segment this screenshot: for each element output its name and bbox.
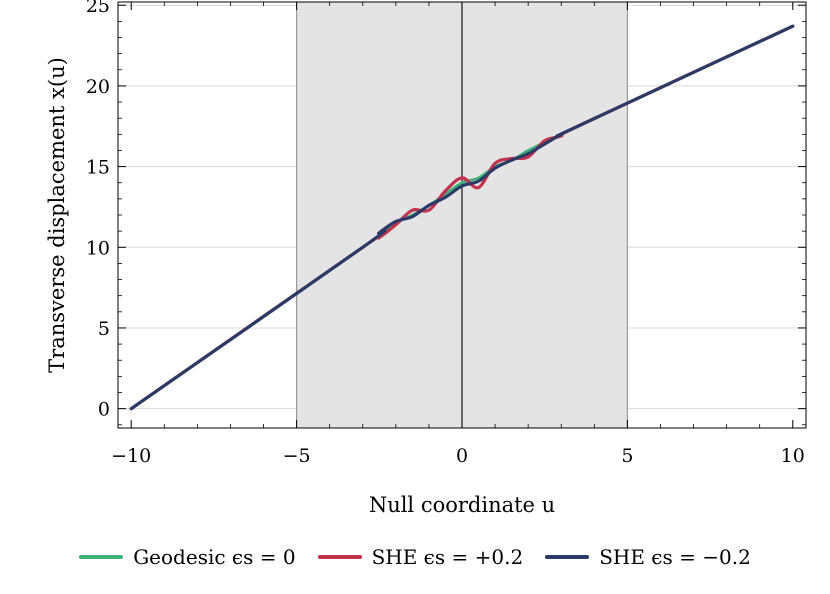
legend-swatch-geodesic bbox=[79, 555, 124, 559]
x-tick-label: −5 bbox=[283, 445, 311, 467]
series-layer bbox=[129, 24, 795, 411]
legend-item-geodesic: Geodesic ϵs = 0 bbox=[79, 545, 296, 569]
x-tick-label: 10 bbox=[781, 445, 805, 467]
legend-swatch-she-minus bbox=[545, 555, 590, 559]
x-axis-label: Null coordinate u bbox=[369, 493, 555, 517]
tick-labels-layer: −10 −5 0 5 10 0 5 10 15 20 25 bbox=[86, 0, 805, 467]
legend-label-geodesic: Geodesic ϵs = 0 bbox=[133, 545, 296, 569]
y-tick-label: 15 bbox=[86, 157, 110, 179]
legend-item-she-minus: SHE ϵs = −0.2 bbox=[545, 545, 751, 569]
y-axis-label: Transverse displacement x(u) bbox=[45, 57, 69, 373]
legend: Geodesic ϵs = 0 SHE ϵs = +0.2 SHE ϵs = −… bbox=[0, 545, 830, 569]
y-tick-label: 25 bbox=[86, 0, 110, 17]
y-tick-label: 0 bbox=[98, 399, 110, 421]
x-tick-label: 5 bbox=[621, 445, 633, 467]
legend-item-she-plus: SHE ϵs = +0.2 bbox=[317, 545, 524, 569]
legend-label-she-minus: SHE ϵs = −0.2 bbox=[599, 545, 751, 569]
y-tick-label: 20 bbox=[86, 76, 110, 98]
legend-swatch-she-plus bbox=[317, 555, 362, 559]
series-line-she-minus bbox=[129, 24, 795, 411]
x-tick-label: −10 bbox=[111, 445, 151, 467]
ticks-layer bbox=[118, 2, 806, 428]
y-tick-label: 5 bbox=[98, 318, 110, 340]
y-tick-label: 10 bbox=[86, 237, 110, 259]
x-tick-label: 0 bbox=[456, 445, 468, 467]
legend-label-she-plus: SHE ϵs = +0.2 bbox=[371, 545, 524, 569]
chart: −10 −5 0 5 10 0 5 10 15 20 25 Null coordinate u Tr… bbox=[45, 0, 807, 517]
